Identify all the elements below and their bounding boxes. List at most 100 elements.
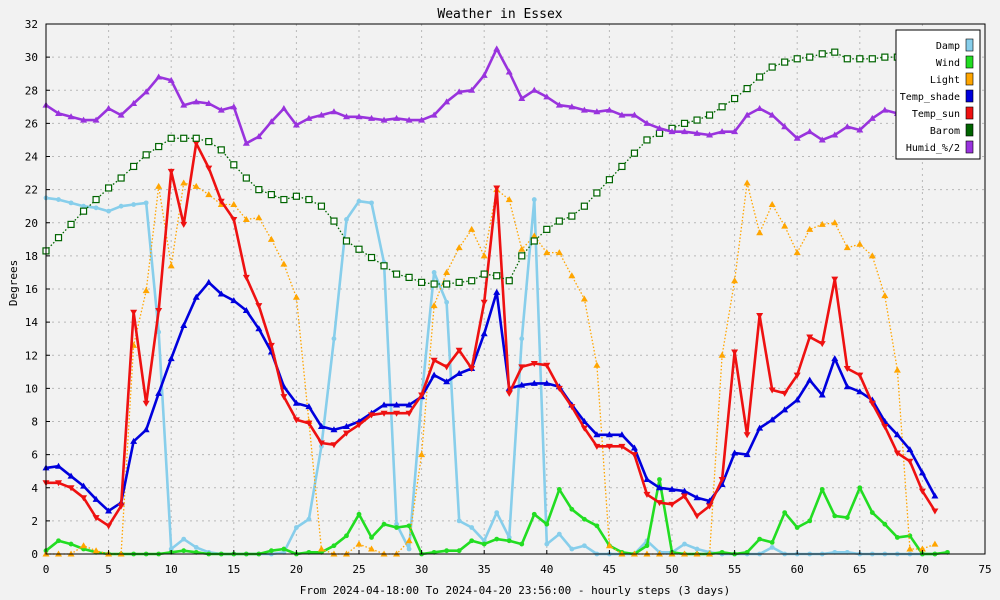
data-point bbox=[292, 293, 300, 300]
data-point bbox=[455, 244, 463, 251]
data-point bbox=[819, 487, 825, 492]
data-point bbox=[843, 55, 851, 63]
data-point bbox=[193, 544, 199, 550]
data-point bbox=[118, 203, 124, 209]
data-point bbox=[518, 381, 526, 388]
data-point bbox=[618, 162, 626, 171]
data-point bbox=[530, 232, 538, 239]
data-point bbox=[818, 220, 826, 227]
data-point bbox=[731, 449, 739, 456]
data-point bbox=[205, 137, 213, 146]
data-point bbox=[493, 272, 501, 280]
data-point bbox=[167, 168, 175, 175]
data-point bbox=[881, 53, 889, 61]
data-point bbox=[568, 103, 576, 110]
data-point bbox=[469, 525, 475, 530]
data-point bbox=[931, 508, 939, 515]
data-point bbox=[80, 495, 88, 502]
data-point bbox=[756, 313, 764, 319]
data-point bbox=[856, 240, 864, 247]
data-point bbox=[630, 444, 638, 451]
data-point bbox=[718, 476, 726, 483]
data-point bbox=[255, 303, 263, 310]
data-point bbox=[693, 116, 701, 124]
legend-swatch bbox=[965, 106, 974, 120]
data-point bbox=[768, 416, 776, 423]
data-point bbox=[793, 396, 801, 403]
data-point bbox=[380, 116, 388, 123]
data-point bbox=[605, 176, 614, 184]
x-axis-label: From 2024-04-18:00 To 2024-04-20 23:56:0… bbox=[300, 584, 730, 597]
data-point bbox=[93, 205, 99, 211]
data-point bbox=[468, 366, 476, 372]
data-point bbox=[267, 235, 275, 242]
y-tick-label: 12 bbox=[25, 349, 38, 362]
data-point bbox=[781, 222, 789, 229]
data-point bbox=[405, 401, 413, 408]
data-point bbox=[330, 217, 338, 225]
grid bbox=[46, 24, 985, 554]
data-point bbox=[355, 422, 363, 429]
data-point bbox=[881, 106, 889, 113]
data-point bbox=[156, 329, 162, 335]
data-point bbox=[693, 494, 701, 501]
data-point bbox=[543, 249, 551, 256]
data-point bbox=[117, 174, 125, 182]
data-point bbox=[230, 297, 238, 304]
data-point bbox=[242, 174, 250, 182]
data-point bbox=[807, 518, 813, 524]
data-point bbox=[342, 237, 351, 245]
legend: Damp Wind Light Temp_shade Temp_sun Barom Humi… bbox=[895, 29, 981, 160]
data-point bbox=[393, 401, 401, 408]
series-light bbox=[42, 179, 939, 557]
data-point bbox=[117, 503, 125, 510]
data-point bbox=[531, 511, 537, 517]
data-point bbox=[806, 53, 814, 61]
data-point bbox=[267, 190, 275, 199]
data-point bbox=[142, 426, 150, 433]
y-tick-label: 24 bbox=[25, 151, 39, 164]
data-point bbox=[781, 390, 789, 397]
data-point bbox=[305, 195, 313, 204]
data-point bbox=[455, 347, 463, 354]
data-point bbox=[392, 270, 401, 278]
y-tick-label: 2 bbox=[31, 515, 38, 528]
data-point bbox=[530, 237, 538, 245]
data-point bbox=[868, 55, 876, 63]
data-point bbox=[519, 541, 525, 547]
data-point bbox=[56, 197, 61, 202]
data-point bbox=[80, 116, 88, 123]
data-point bbox=[443, 364, 451, 371]
data-point bbox=[756, 73, 764, 81]
data-point bbox=[369, 535, 374, 540]
data-point bbox=[756, 424, 764, 431]
data-point bbox=[168, 546, 174, 552]
data-point bbox=[292, 121, 300, 128]
data-point bbox=[494, 536, 500, 542]
data-point bbox=[681, 128, 689, 135]
data-point bbox=[655, 129, 664, 137]
data-point bbox=[843, 123, 851, 130]
data-point bbox=[394, 525, 399, 530]
data-point bbox=[906, 446, 914, 453]
data-point bbox=[605, 542, 613, 549]
data-point bbox=[167, 262, 175, 269]
data-point bbox=[468, 225, 476, 232]
data-point bbox=[530, 379, 538, 386]
data-point bbox=[344, 217, 349, 222]
data-point bbox=[505, 196, 513, 203]
data-point bbox=[317, 440, 325, 447]
data-point bbox=[906, 545, 914, 552]
data-point bbox=[681, 487, 689, 494]
data-point bbox=[55, 109, 63, 116]
data-point bbox=[368, 545, 376, 552]
data-point bbox=[67, 113, 75, 120]
data-point bbox=[918, 545, 926, 552]
data-point bbox=[192, 182, 200, 189]
data-point bbox=[505, 277, 513, 285]
data-point bbox=[556, 531, 562, 537]
y-tick-label: 16 bbox=[25, 283, 38, 296]
data-point bbox=[568, 272, 576, 279]
data-point bbox=[393, 410, 401, 417]
